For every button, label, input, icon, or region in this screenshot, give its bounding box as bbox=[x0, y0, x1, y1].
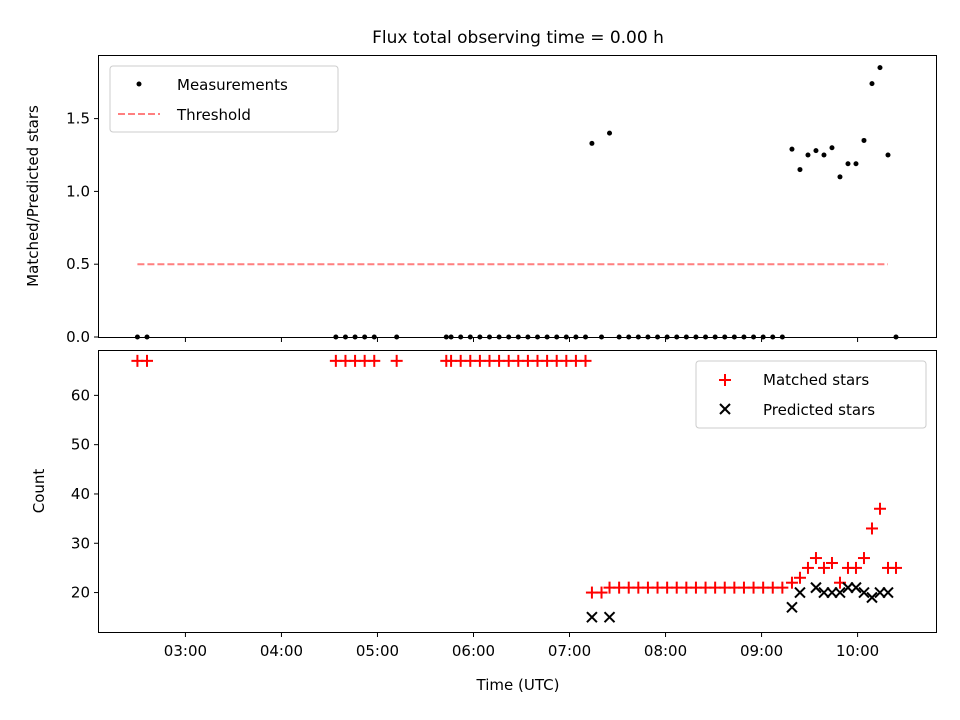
data-point bbox=[607, 130, 613, 136]
data-point bbox=[595, 586, 608, 599]
x-tick-label: 08:00 bbox=[644, 642, 687, 660]
y-tick-label: 40 bbox=[71, 485, 90, 503]
bottom-legend: Matched stars Predicted stars bbox=[695, 360, 927, 429]
bottom-y-axis-label: Count bbox=[30, 469, 48, 514]
legend-matched-label: Matched stars bbox=[763, 371, 869, 389]
data-point bbox=[882, 586, 894, 599]
data-point bbox=[390, 354, 403, 367]
data-point bbox=[849, 561, 862, 574]
bottom-axes-frame bbox=[98, 350, 937, 633]
data-point bbox=[805, 152, 811, 158]
data-point bbox=[834, 586, 846, 599]
x-tick-label: 05:00 bbox=[356, 642, 399, 660]
y-tick-label: 60 bbox=[71, 386, 90, 404]
data-point bbox=[821, 152, 827, 158]
top-plot bbox=[134, 65, 899, 340]
y-tick-label: 1.5 bbox=[66, 110, 90, 128]
data-point bbox=[889, 561, 902, 574]
series-measurements bbox=[134, 65, 899, 340]
legend-matched-marker bbox=[719, 374, 731, 386]
y-tick-label: 50 bbox=[71, 436, 90, 454]
series-predicted-stars bbox=[586, 581, 894, 623]
y-tick-label: 30 bbox=[71, 534, 90, 552]
data-point bbox=[829, 145, 835, 151]
data-point bbox=[797, 167, 803, 173]
data-point bbox=[837, 174, 843, 180]
data-point bbox=[865, 522, 878, 535]
data-point bbox=[589, 140, 595, 146]
data-point bbox=[776, 581, 789, 594]
data-point bbox=[857, 552, 870, 565]
data-point bbox=[858, 586, 870, 599]
data-point bbox=[785, 576, 798, 589]
data-point bbox=[850, 581, 862, 594]
data-point bbox=[809, 552, 822, 565]
data-point bbox=[586, 611, 598, 623]
legend-threshold-label: Threshold bbox=[176, 106, 251, 124]
legend-measurements-label: Measurements bbox=[177, 76, 288, 94]
chart-title: Flux total observing time = 0.00 h bbox=[372, 28, 664, 48]
data-point bbox=[885, 152, 891, 158]
top-y-axis-label: Matched/Predicted stars bbox=[24, 105, 42, 287]
x-tick-label: 07:00 bbox=[548, 642, 591, 660]
bottom-legend-box bbox=[695, 360, 927, 429]
top-legend-box bbox=[109, 65, 339, 133]
top-axes-frame bbox=[98, 55, 937, 338]
bottom-axes: 20 30 40 50 60 03:00 04:00 05:00 06:00 07:00 08:00… bbox=[71, 386, 879, 660]
data-point bbox=[853, 161, 859, 167]
data-point bbox=[793, 571, 806, 584]
data-point bbox=[845, 161, 851, 167]
data-point bbox=[141, 354, 154, 367]
data-point bbox=[825, 556, 838, 569]
data-point bbox=[603, 611, 616, 623]
y-tick-label: 1.0 bbox=[66, 182, 90, 200]
data-point bbox=[786, 601, 798, 614]
legend-predicted-label: Predicted stars bbox=[763, 401, 875, 419]
series-matched-stars bbox=[131, 354, 902, 599]
data-point bbox=[801, 561, 814, 574]
data-point bbox=[866, 591, 878, 604]
x-tick-label: 09:00 bbox=[740, 642, 783, 660]
data-point bbox=[579, 354, 592, 367]
y-tick-label: 0.0 bbox=[66, 328, 90, 346]
x-tick-label: 04:00 bbox=[260, 642, 303, 660]
data-point bbox=[877, 65, 883, 71]
x-tick-label: 03:00 bbox=[164, 642, 207, 660]
data-point bbox=[813, 148, 819, 154]
data-point bbox=[861, 137, 867, 143]
top-axes: 0.0 0.5 1.0 1.5 bbox=[66, 110, 859, 346]
x-tick-label: 10:00 bbox=[836, 642, 879, 660]
y-tick-label: 20 bbox=[71, 584, 90, 602]
y-tick-label: 0.5 bbox=[66, 255, 90, 273]
x-tick-label: 06:00 bbox=[452, 642, 495, 660]
data-point bbox=[873, 502, 886, 515]
bottom-plot bbox=[131, 354, 902, 623]
data-point bbox=[810, 581, 822, 594]
x-axis-label: Time (UTC) bbox=[476, 676, 560, 694]
data-point bbox=[869, 81, 875, 87]
top-legend: Measurements Threshold bbox=[109, 65, 339, 133]
data-point bbox=[817, 561, 830, 574]
data-point bbox=[368, 354, 381, 367]
data-point bbox=[794, 586, 806, 599]
data-point bbox=[789, 146, 795, 152]
legend-predicted-marker bbox=[719, 403, 731, 415]
legend-measurements-marker bbox=[136, 81, 142, 87]
